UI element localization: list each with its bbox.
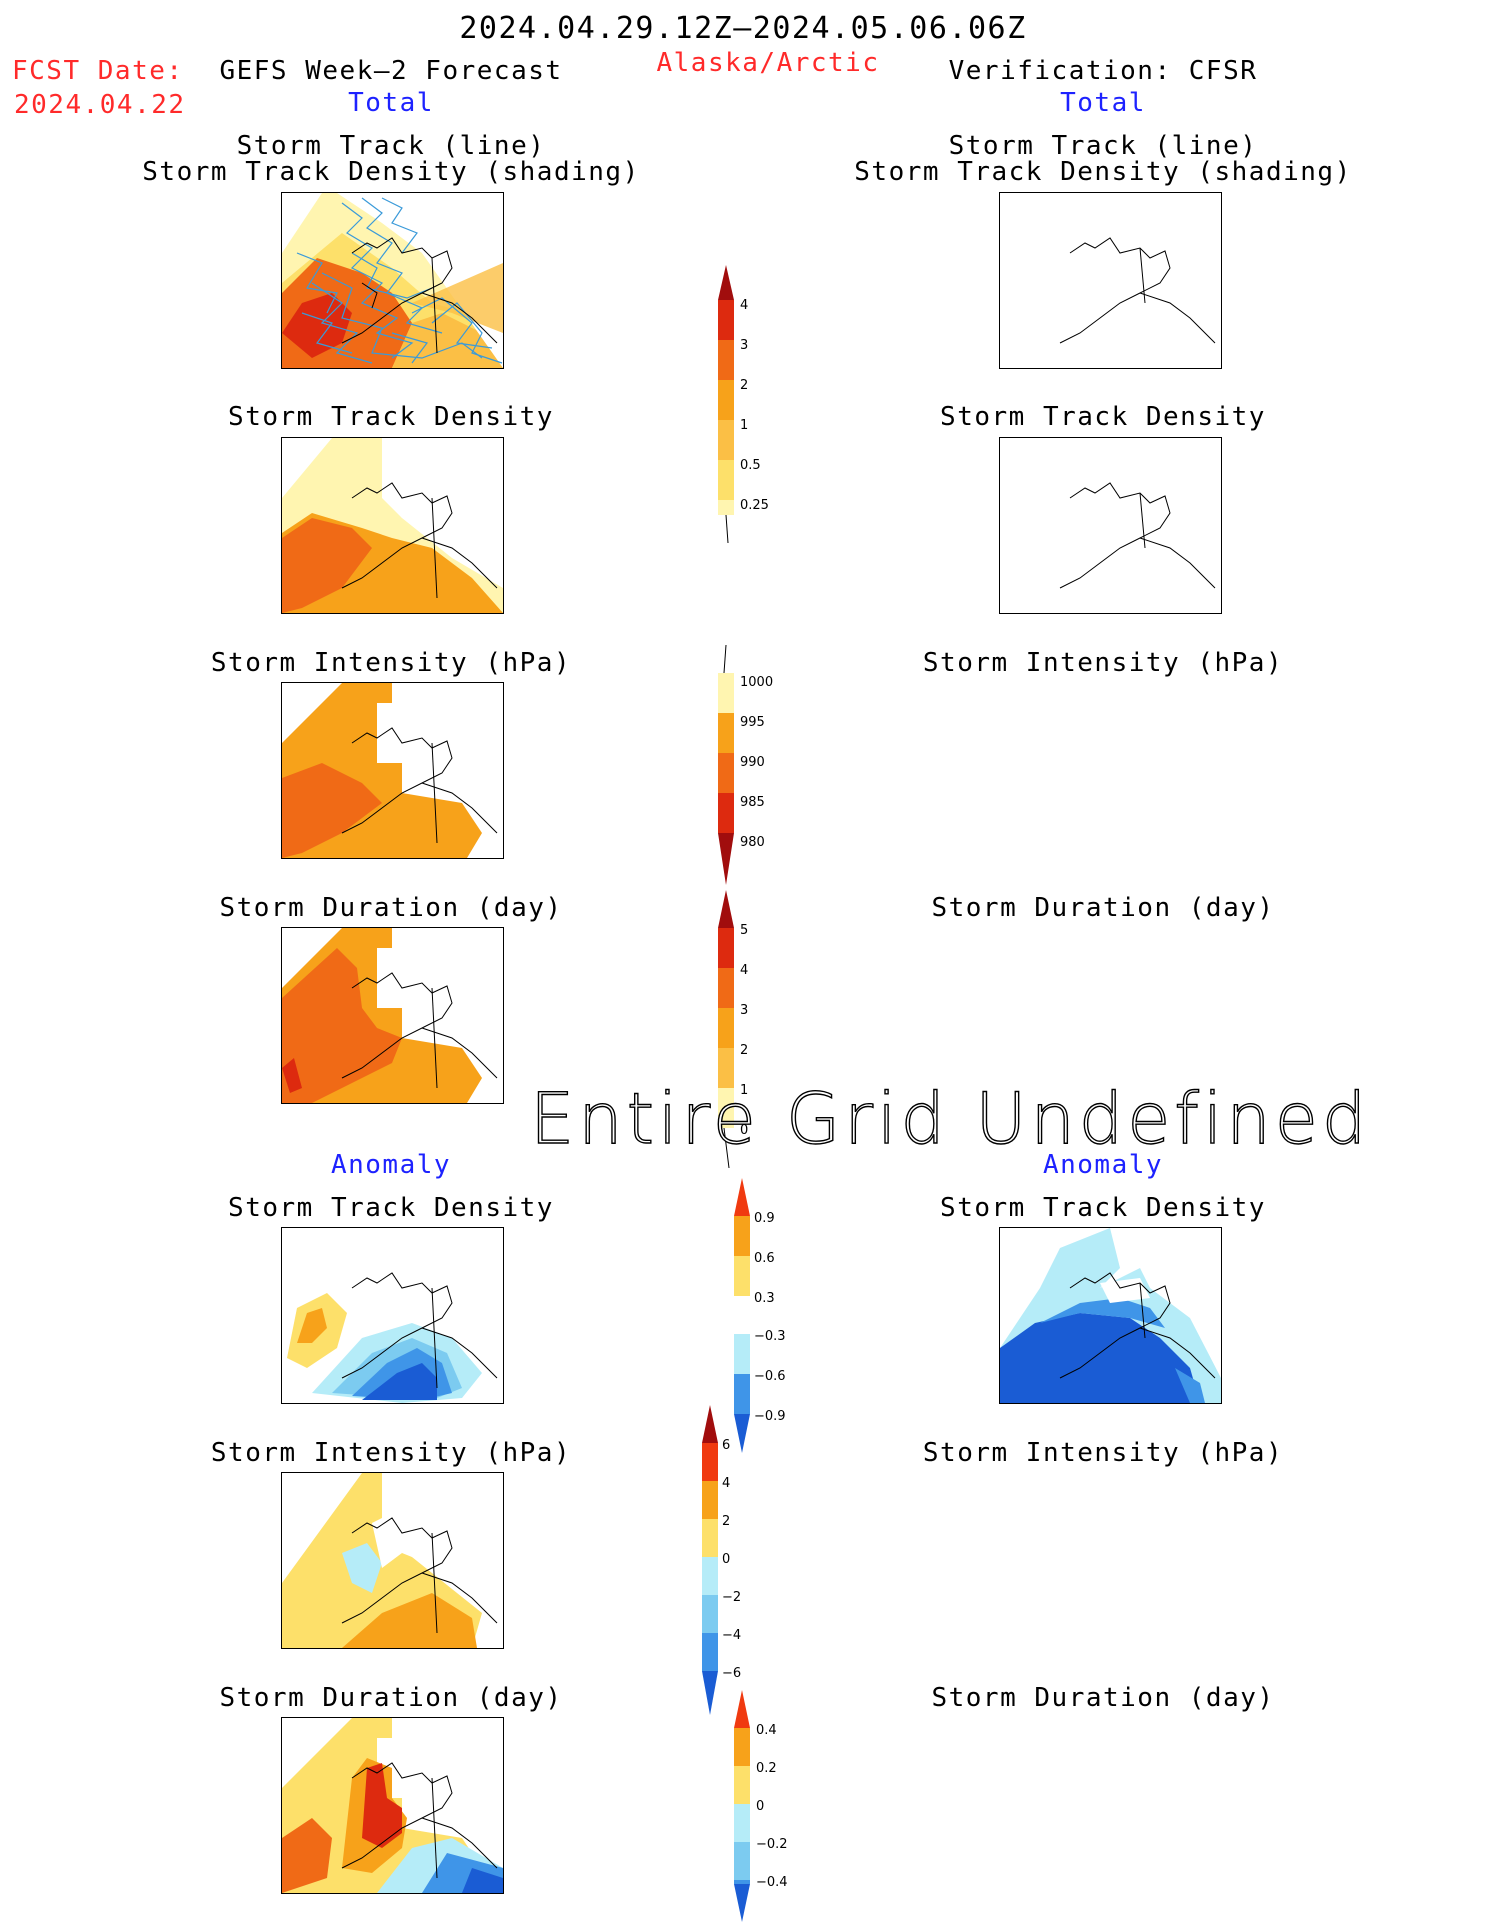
map-track-density-lines-verification [999,192,1222,369]
panel-title-intensity-anom-right: Storm Intensity (hPa) [922,1438,1284,1468]
colorbar-intensity-anom-tick: 2 [722,1514,730,1529]
panel-title-intensity-right: Storm Intensity (hPa) [922,648,1284,678]
colorbar-intensity: 1000 995 990 985 980 [718,644,788,889]
colorbar-intensity-tick: 1000 [740,675,773,690]
colorbar-density-tick: 1 [740,418,748,433]
colorbar-intensity-tick: 995 [740,715,765,730]
colorbar-duration-tick: 4 [740,963,748,978]
panel-title-density-anom-right: Storm Track Density [940,1193,1266,1223]
colorbar-duration-anomaly: 0.4 0.2 0 −0.2 −0.4 [734,1690,804,1929]
panel-title-track-line-left: Storm Track (line) [236,131,546,161]
left-anomaly-label: Anomaly [330,1150,452,1180]
map-track-density-verification [999,437,1222,614]
colorbar-density-anomaly: 0.9 0.6 0.3 −0.3 −0.6 −0.9 [734,1178,804,1462]
map-intensity-anomaly-forecast [281,1472,504,1649]
colorbar-intensity-anom-tick: 6 [722,1438,730,1453]
right-anomaly-label: Anomaly [1042,1150,1164,1180]
map-density-anomaly-forecast [281,1227,504,1404]
right-column-title: Verification: CFSR [948,56,1258,86]
fcst-date-value: 2024.04.22 [14,90,186,120]
colorbar-density-anom-tick: −0.6 [754,1369,786,1384]
colorbar-duration-anom-tick: 0 [756,1799,764,1814]
colorbar-density-anom-tick: 0.9 [754,1211,775,1226]
colorbar-density-anom-tick: 0.3 [754,1291,775,1306]
panel-title-density-right: Storm Track Density [940,402,1266,432]
colorbar-density-tick: 0.5 [740,458,761,473]
colorbar-density: 4 3 2 1 0.5 0.25 [718,265,778,549]
colorbar-intensity-anom-tick: −2 [722,1590,741,1605]
panel-title-intensity-anom-left: Storm Intensity (hPa) [210,1438,572,1468]
right-total-label: Total [1060,88,1146,118]
colorbar-density-anom-tick: −0.3 [754,1329,786,1344]
map-duration-anomaly-forecast [281,1717,504,1894]
panel-title-duration-anom-left: Storm Duration (day) [219,1683,563,1713]
map-track-density-lines-forecast [281,192,504,369]
colorbar-duration-anom-tick: 0.4 [756,1723,777,1738]
period-title: 2024.04.29.12Z–2024.05.06.06Z [459,11,1027,46]
colorbar-duration-tick: 5 [740,923,748,938]
colorbar-duration-tick: 0 [740,1123,748,1138]
map-intensity-forecast [281,682,504,859]
colorbar-intensity-anomaly: 6 4 2 0 −2 −4 −6 [702,1405,762,1729]
colorbar-intensity-tick: 980 [740,835,765,850]
entire-grid-undefined-overlay: Entire Grid Undefined [529,1077,1371,1160]
colorbar-density-tick: 4 [740,298,748,313]
fcst-date-label: FCST Date: [12,56,184,86]
map-track-density-forecast [281,437,504,614]
colorbar-intensity-anom-tick: −4 [722,1628,741,1643]
colorbar-intensity-tick: 985 [740,795,765,810]
colorbar-duration-anom-tick: −0.4 [756,1875,788,1890]
colorbar-density-tick: 2 [740,378,748,393]
panel-title-duration-anom-right: Storm Duration (day) [931,1683,1275,1713]
left-total-label: Total [348,88,434,118]
colorbar-density-anom-tick: −0.9 [754,1409,786,1424]
map-density-anomaly-verification [999,1227,1222,1404]
colorbar-intensity-anom-tick: 0 [722,1552,730,1567]
left-column-title: GEFS Week–2 Forecast [219,56,563,86]
colorbar-density-anom-tick: 0.6 [754,1251,775,1266]
panel-title-track-shading-left: Storm Track Density (shading) [142,157,640,187]
panel-title-duration-right: Storm Duration (day) [931,893,1275,923]
colorbar-intensity-anom-tick: −6 [722,1666,741,1681]
colorbar-density-tick: 3 [740,338,748,353]
panel-title-track-shading-right: Storm Track Density (shading) [854,157,1352,187]
colorbar-intensity-tick: 990 [740,755,765,770]
region-title: Alaska/Arctic [656,48,880,78]
colorbar-duration-anom-tick: 0.2 [756,1761,777,1776]
panel-title-duration-left: Storm Duration (day) [219,893,563,923]
panel-title-density-anom-left: Storm Track Density [228,1193,554,1223]
colorbar-density-tick: 0.25 [740,498,769,513]
colorbar-duration-tick: 1 [740,1083,748,1098]
colorbar-duration-tick: 2 [740,1043,748,1058]
panel-title-intensity-left: Storm Intensity (hPa) [210,648,572,678]
panel-title-density-left: Storm Track Density [228,402,554,432]
colorbar-duration: 5 4 3 2 1 0 [718,890,778,1174]
colorbar-intensity-anom-tick: 4 [722,1476,730,1491]
colorbar-duration-anom-tick: −0.2 [756,1837,788,1852]
colorbar-duration-tick: 3 [740,1003,748,1018]
panel-title-track-line-right: Storm Track (line) [948,131,1258,161]
map-duration-forecast [281,927,504,1104]
